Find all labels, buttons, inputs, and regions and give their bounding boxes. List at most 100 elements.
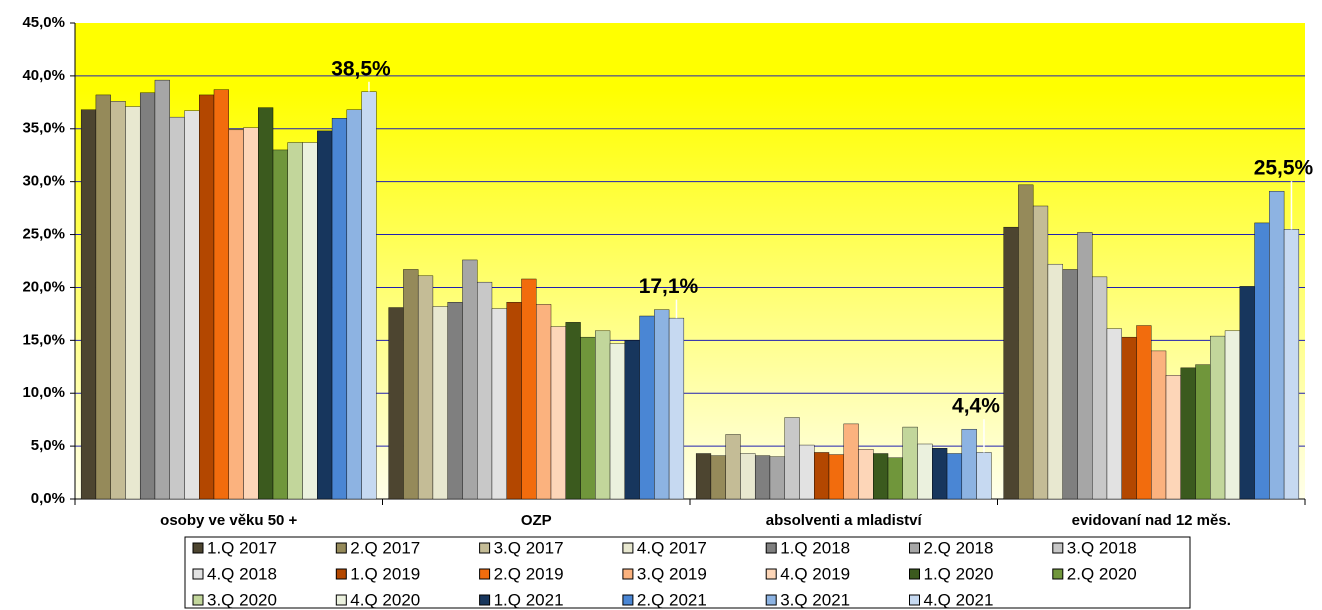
bar: [80, 109, 97, 500]
bar: [1210, 335, 1226, 500]
bar: [1151, 350, 1167, 500]
bar: [213, 89, 229, 500]
legend-label: 3.Q 2020: [207, 590, 277, 609]
bar: [828, 454, 844, 500]
bar: [361, 91, 377, 500]
bar: [784, 417, 800, 500]
bar: [976, 452, 992, 500]
bar: [1165, 375, 1181, 500]
bar: [417, 275, 434, 500]
data-label: 4,4%: [952, 395, 1000, 418]
y-tick-label: 0,0%: [31, 490, 65, 507]
legend-box: [184, 536, 1191, 609]
bar: [125, 106, 141, 500]
bar: [154, 79, 170, 500]
bar: [902, 426, 918, 500]
bar: [95, 94, 111, 500]
bar: [1180, 367, 1196, 500]
y-tick-label: 40,0%: [22, 67, 65, 84]
bar: [725, 434, 741, 500]
bar: [1254, 222, 1270, 500]
legend-swatch: [1052, 568, 1064, 580]
bar: [110, 101, 126, 500]
bar: [887, 457, 903, 500]
legend-label: 2.Q 2019: [494, 564, 564, 583]
legend-swatch: [765, 542, 777, 554]
legend-label: 4.Q 2017: [637, 538, 707, 557]
bar: [565, 322, 581, 500]
bar: [346, 109, 362, 500]
bar: [184, 110, 200, 500]
bar: [695, 453, 712, 500]
bar: [462, 259, 478, 500]
y-tick-label: 35,0%: [22, 120, 65, 137]
legend-label: 4.Q 2019: [780, 564, 850, 583]
legend-swatch: [622, 594, 634, 606]
legend-label: 3.Q 2018: [1067, 538, 1137, 557]
bar: [609, 343, 626, 500]
bar: [317, 130, 333, 500]
legend-label: 4.Q 2021: [924, 590, 994, 609]
bar: [654, 309, 670, 500]
bar: [1092, 276, 1108, 500]
bar: [169, 116, 185, 500]
legend-swatch: [479, 594, 491, 606]
legend-swatch: [622, 542, 634, 554]
bar: [1003, 226, 1019, 500]
bar: [740, 453, 756, 500]
bar: [258, 107, 274, 500]
bar: [403, 269, 419, 500]
bar: [1018, 184, 1034, 500]
x-tick-label: evidovaní nad 12 měs.: [1072, 512, 1231, 529]
bar: [1106, 328, 1122, 500]
bar: [550, 326, 566, 500]
bar: [1136, 325, 1152, 500]
bar: [1224, 330, 1241, 500]
legend-label: 4.Q 2020: [350, 590, 420, 609]
x-tick-label: osoby ve věku 50 +: [160, 512, 297, 529]
legend-swatch: [909, 542, 920, 554]
bar: [1062, 269, 1078, 500]
bar: [595, 330, 611, 500]
y-tick-label: 10,0%: [22, 384, 65, 401]
legend-label: 3.Q 2017: [494, 538, 564, 557]
bar: [799, 444, 815, 500]
bar: [1077, 232, 1093, 500]
legend-label: 1.Q 2021: [494, 590, 564, 609]
legend-swatch: [1052, 542, 1064, 554]
legend-swatch: [192, 594, 204, 606]
bar: [1239, 286, 1255, 500]
legend-label: 3.Q 2019: [637, 564, 707, 583]
bar: [1283, 229, 1300, 500]
bar: [302, 142, 318, 500]
legend-label: 2.Q 2020: [1067, 564, 1137, 583]
legend-label: 1.Q 2018: [780, 538, 850, 557]
bar: [580, 336, 596, 500]
x-tick-label: OZP: [521, 512, 552, 529]
bar: [388, 307, 404, 500]
y-tick-label: 45,0%: [22, 14, 65, 31]
bar: [1121, 336, 1137, 500]
legend-swatch: [192, 568, 204, 580]
legend-label: 2.Q 2021: [637, 590, 707, 609]
y-tick-label: 15,0%: [22, 331, 65, 348]
bar: [521, 278, 537, 500]
bar: [477, 281, 493, 500]
bar: [243, 127, 259, 500]
legend-label: 1.Q 2020: [924, 564, 994, 583]
legend-swatch: [479, 568, 491, 580]
bar: [754, 455, 771, 500]
bar: [769, 456, 785, 500]
legend-label: 4.Q 2018: [207, 564, 277, 583]
bar: [1032, 205, 1049, 500]
y-tick-label: 25,0%: [22, 226, 65, 243]
x-tick-label: absolventi a mladiství: [766, 512, 923, 529]
data-label: 17,1%: [639, 275, 699, 298]
bar: [710, 455, 726, 500]
bar: [946, 453, 963, 500]
data-label: 25,5%: [1254, 157, 1314, 180]
legend-swatch: [909, 594, 920, 606]
legend-label: 1.Q 2019: [350, 564, 420, 583]
bar: [287, 142, 303, 500]
